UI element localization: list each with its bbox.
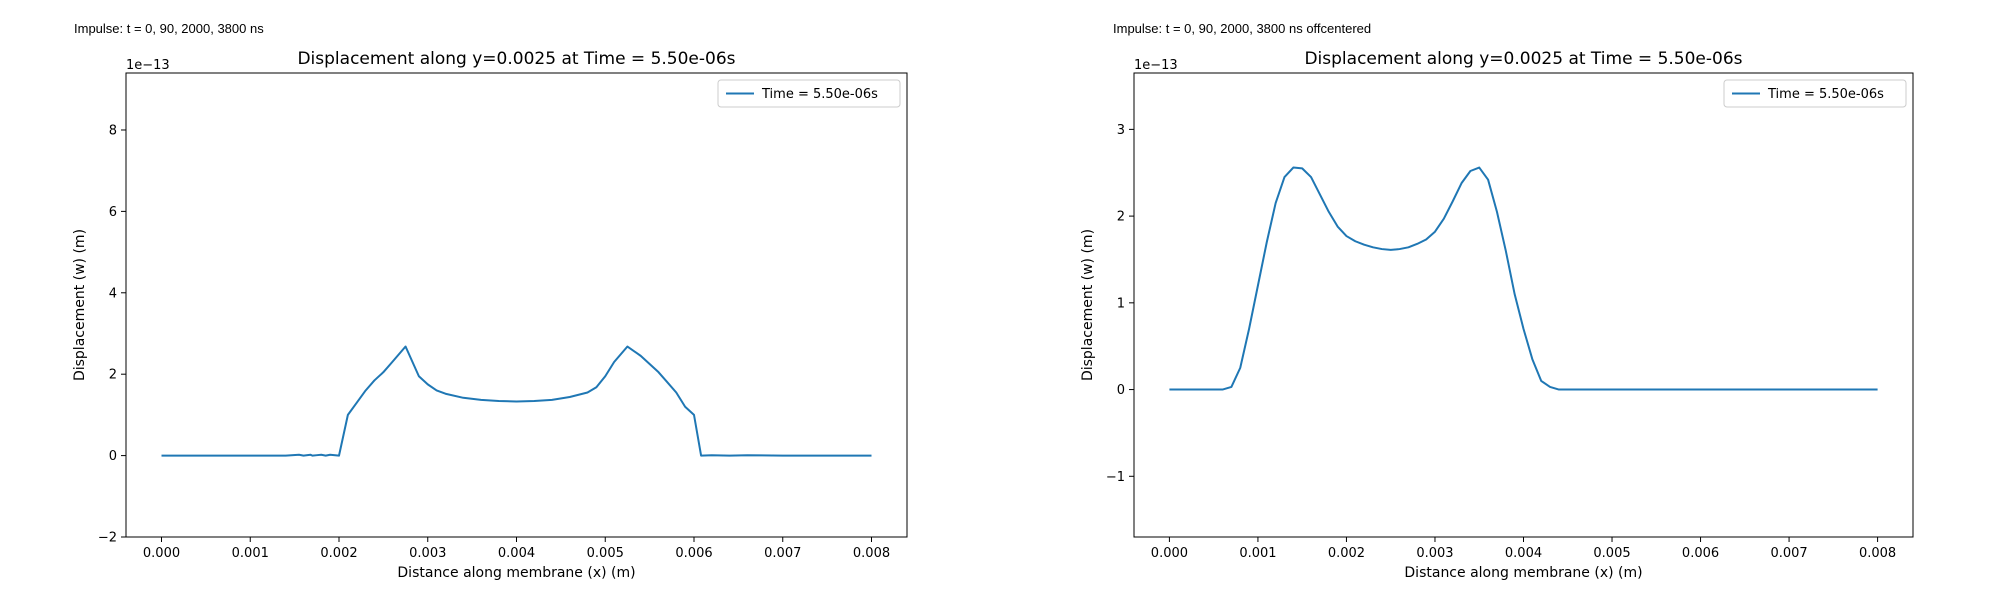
x-tick-label: 0.002 [320, 546, 357, 561]
x-tick-label: 0.003 [1416, 546, 1453, 561]
x-tick-label: 0.007 [764, 546, 801, 561]
legend-box [717, 79, 901, 108]
chart-left: 0.000 0.001 0.002 0.003 0.004 0.005 0.006 0.007… [72, 49, 908, 581]
y-offset-label: 1e−13 [1134, 58, 1178, 73]
y-tick-label: 2 [109, 368, 117, 383]
y-tick-label: −1 [1106, 470, 1125, 485]
x-tick-label: 0.003 [409, 546, 446, 561]
plot-frame [125, 72, 908, 538]
chart-title: Displacement along y=0.0025 at Time = 5.… [297, 49, 735, 69]
legend-box [1723, 79, 1907, 108]
x-tick-label: 0.001 [1239, 546, 1276, 561]
series-line-0 [161, 345, 872, 457]
y-axis-label: Displacement (w) (m) [1080, 229, 1096, 381]
chart-title: Displacement along y=0.0025 at Time = 5.… [1304, 49, 1742, 69]
legend-entry: Time = 5.50e-06s [761, 87, 878, 102]
x-tick-label: 0.007 [1770, 546, 1807, 561]
y-tick-label: 0 [1117, 383, 1125, 398]
y-tick-label: 6 [109, 205, 117, 220]
y-tick-label: 0 [109, 449, 117, 464]
x-tick-label: 0.005 [1593, 546, 1630, 561]
plot-frame [1133, 72, 1914, 538]
y-tick-label: 1 [1117, 296, 1125, 311]
x-tick-label: 0.001 [232, 546, 269, 561]
x-tick-label: 0.000 [1151, 546, 1188, 561]
impulse-caption-left: Impulse: t = 0, 90, 2000, 3800 ns [74, 21, 264, 36]
x-tick-label: 0.005 [587, 546, 624, 561]
x-tick-label: 0.008 [1859, 546, 1896, 561]
x-tick-label: 0.006 [1682, 546, 1719, 561]
y-tick-label: −2 [98, 531, 117, 546]
x-tick-label: 0.000 [143, 546, 180, 561]
x-tick-label: 0.004 [1505, 546, 1542, 561]
y-axis-label: Displacement (w) (m) [72, 229, 88, 381]
x-tick-label: 0.004 [498, 546, 535, 561]
y-tick-label: 3 [1117, 123, 1125, 138]
y-tick-label: 8 [109, 123, 117, 138]
impulse-caption-right: Impulse: t = 0, 90, 2000, 3800 ns offcen… [1113, 21, 1372, 36]
legend-entry: Time = 5.50e-06s [1767, 87, 1884, 102]
chart-right: 0.000 0.001 0.002 0.003 0.004 0.005 0.006 0.007… [1080, 49, 1914, 581]
y-tick-label: 4 [109, 286, 117, 301]
x-tick-label: 0.002 [1328, 546, 1365, 561]
x-axis-label: Distance along membrane (x) (m) [397, 565, 635, 581]
y-tick-label: 2 [1117, 210, 1125, 225]
series-line-0 [1169, 166, 1878, 391]
x-axis-label: Distance along membrane (x) (m) [1404, 565, 1642, 581]
x-tick-label: 0.006 [675, 546, 712, 561]
x-tick-label: 0.008 [853, 546, 890, 561]
y-offset-label: 1e−13 [126, 58, 170, 73]
